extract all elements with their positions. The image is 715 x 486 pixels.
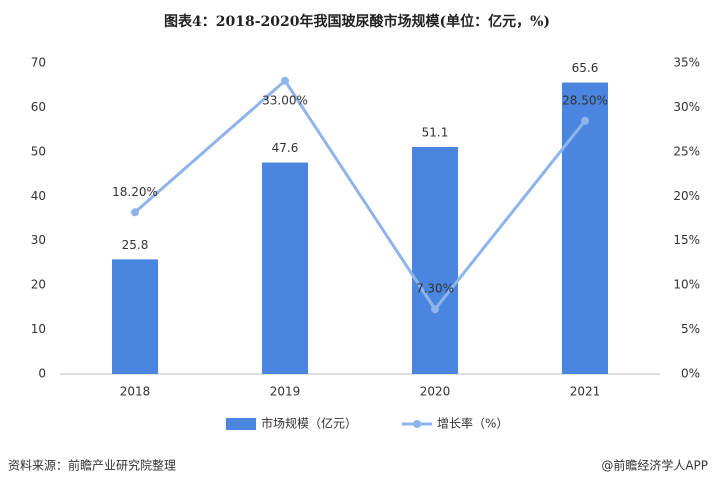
bar (112, 259, 158, 374)
line-value-label: 18.20% (112, 185, 158, 199)
y-tick-label: 0 (38, 367, 46, 381)
bar-value-label: 51.1 (422, 125, 449, 139)
chart-title: 图表4：2018-2020年我国玻尿酸市场规模(单位：亿元，%) (164, 13, 550, 30)
bar (562, 82, 608, 374)
y-tick-label: 70 (31, 56, 46, 70)
y-tick-label: 40 (31, 189, 46, 203)
line-point (581, 116, 589, 125)
bar-value-label: 65.6 (572, 61, 599, 75)
x-tick-label: 2019 (270, 385, 301, 399)
y2-tick-label: 35% (673, 56, 700, 70)
x-tick-label: 2021 (570, 385, 601, 399)
source: 资料来源：前瞻产业研究院整理 (8, 458, 176, 473)
line-point (281, 76, 289, 85)
legend-label: 市场规模（亿元） (261, 416, 357, 431)
legend-swatch (413, 420, 422, 428)
y2-tick-label: 0% (681, 367, 700, 381)
legend-label: 增长率（%） (437, 416, 508, 431)
y-tick-label: 60 (31, 100, 46, 114)
y-tick-label: 50 (31, 144, 46, 158)
legend-swatch (226, 418, 256, 430)
y-tick-label: 10 (31, 322, 46, 336)
y-tick-label: 20 (31, 278, 46, 292)
line-value-label: 33.00% (262, 93, 308, 107)
line-value-label: 7.30% (416, 282, 454, 296)
y2-tick-label: 15% (673, 233, 700, 247)
credit: @前瞻经济学人APP (601, 458, 708, 473)
y2-tick-label: 20% (673, 189, 700, 203)
bar (262, 162, 308, 374)
line-point (431, 305, 439, 314)
y2-tick-label: 25% (673, 144, 700, 158)
line-value-label: 28.50% (562, 93, 608, 107)
y2-tick-label: 10% (673, 278, 700, 292)
x-tick-label: 2020 (420, 385, 451, 399)
y-tick-label: 30 (31, 233, 46, 247)
y2-tick-label: 5% (681, 322, 700, 336)
x-tick-label: 2018 (120, 385, 151, 399)
bar (412, 146, 458, 374)
bar-value-label: 25.8 (122, 238, 149, 252)
y2-tick-label: 30% (673, 100, 700, 114)
line (134, 78, 587, 312)
bar-value-label: 47.6 (272, 141, 299, 155)
line-point (131, 208, 139, 217)
